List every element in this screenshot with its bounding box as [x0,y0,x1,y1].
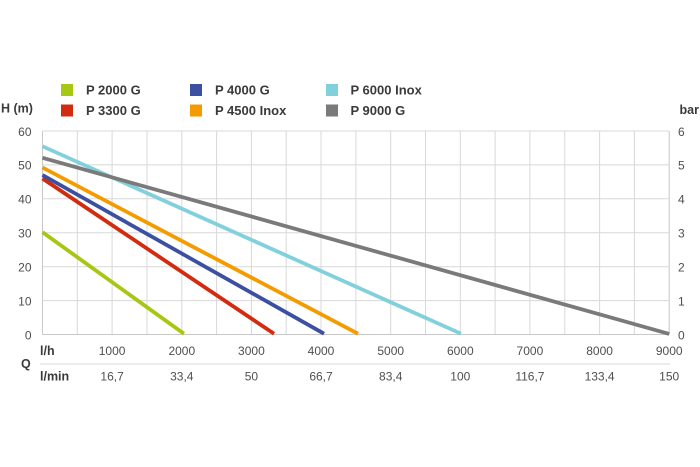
svg-text:0: 0 [678,328,685,342]
svg-text:H (m): H (m) [1,102,33,116]
svg-text:33,4: 33,4 [170,370,194,384]
svg-text:10: 10 [18,294,32,308]
svg-text:P 4500 Inox: P 4500 Inox [215,103,287,118]
svg-text:100: 100 [450,370,470,384]
svg-text:3000: 3000 [238,344,265,358]
svg-text:50: 50 [245,370,259,384]
svg-text:66,7: 66,7 [309,370,333,384]
svg-text:P 6000 Inox: P 6000 Inox [351,82,423,97]
svg-text:4000: 4000 [308,344,335,358]
svg-text:133,4: 133,4 [585,370,615,384]
svg-text:1000: 1000 [99,344,126,358]
svg-text:4: 4 [678,193,685,207]
svg-text:40: 40 [18,193,32,207]
svg-text:5: 5 [678,159,685,173]
svg-text:P 3300 G: P 3300 G [86,103,141,118]
svg-text:1: 1 [678,294,685,308]
svg-text:50: 50 [18,159,32,173]
svg-text:30: 30 [18,227,32,241]
svg-text:P 9000 G: P 9000 G [351,103,406,118]
svg-text:16,7: 16,7 [100,370,124,384]
svg-text:Q: Q [21,357,31,371]
svg-text:5000: 5000 [377,344,404,358]
svg-text:150: 150 [659,370,679,384]
svg-text:8000: 8000 [586,344,613,358]
svg-text:6000: 6000 [447,344,474,358]
svg-text:20: 20 [18,261,32,275]
svg-text:P 2000 G: P 2000 G [86,82,141,97]
svg-text:60: 60 [18,125,32,139]
svg-text:2000: 2000 [168,344,195,358]
svg-text:9000: 9000 [656,344,683,358]
svg-text:3: 3 [678,227,685,241]
svg-text:0: 0 [25,328,32,342]
svg-text:7000: 7000 [517,344,544,358]
svg-text:P 4000 G: P 4000 G [215,82,270,97]
svg-text:bar: bar [680,103,700,117]
svg-text:l/h: l/h [40,344,55,358]
svg-text:l/min: l/min [40,370,69,384]
svg-text:116,7: 116,7 [515,370,544,384]
svg-text:83,4: 83,4 [379,370,403,384]
svg-text:6: 6 [678,125,685,139]
svg-text:2: 2 [678,261,685,275]
